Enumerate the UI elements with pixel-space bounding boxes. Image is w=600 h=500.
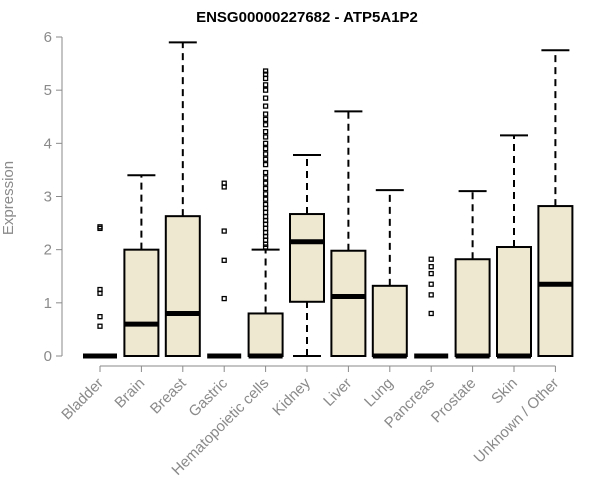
- outlier-point: [262, 145, 269, 152]
- x-tick-label: Bladder: [58, 375, 107, 424]
- box-body: [247, 312, 284, 358]
- outlier-point: [262, 225, 269, 232]
- outlier-point: [262, 111, 269, 117]
- outlier-point: [262, 128, 269, 135]
- outlier-point: [97, 224, 103, 230]
- outlier-point: [262, 241, 269, 248]
- y-tick-label: 2: [44, 242, 52, 259]
- box-brain: [123, 174, 160, 358]
- box-body: [164, 215, 201, 357]
- box-pancreas: [414, 256, 449, 359]
- outlier-point: [262, 75, 269, 82]
- box-lung: [371, 189, 408, 359]
- outlier-point: [262, 244, 269, 250]
- x-tick-label: Skin: [488, 375, 521, 408]
- x-tick-label: Lung: [361, 375, 397, 411]
- outlier-point: [262, 175, 269, 181]
- outlier-point: [262, 116, 269, 123]
- outlier-point: [428, 256, 434, 262]
- outlier-point: [262, 169, 269, 176]
- x-tick-label: Breast: [147, 374, 190, 417]
- box-liver: [330, 110, 367, 357]
- outlier-point: [262, 140, 269, 146]
- box-prostate: [454, 190, 491, 359]
- outlier-point: [262, 196, 269, 202]
- box-body: [330, 249, 367, 357]
- outlier-point: [428, 292, 434, 298]
- box-kidney: [289, 154, 325, 357]
- y-tick-label: 5: [44, 82, 52, 99]
- outlier-point: [262, 201, 269, 208]
- outlier-point: [262, 180, 269, 186]
- box-body: [123, 248, 160, 358]
- outlier-point: [97, 286, 103, 293]
- x-tick-label: Prostate: [428, 375, 480, 427]
- outlier-point: [262, 122, 269, 128]
- y-axis-label: Expression: [0, 161, 17, 235]
- x-tick-label: Liver: [320, 375, 355, 410]
- outlier-point: [262, 95, 269, 101]
- outlier-point: [262, 191, 269, 197]
- outlier-point: [262, 161, 269, 168]
- x-tick-label: Kidney: [269, 374, 314, 419]
- box-gastric: [207, 180, 242, 359]
- outlier-point: [262, 71, 269, 77]
- outlier-point: [262, 156, 269, 162]
- box-hematopoietic-cells: [247, 68, 284, 359]
- outlier-point: [97, 323, 103, 329]
- outlier-point: [262, 214, 269, 220]
- outlier-point: [262, 68, 269, 74]
- y-tick-label: 3: [44, 189, 52, 206]
- outlier-point: [221, 228, 227, 234]
- y-tick-label: 0: [44, 348, 52, 365]
- outlier-point: [262, 134, 269, 140]
- outlier-point: [262, 230, 269, 236]
- outlier-point: [221, 257, 227, 263]
- boxes-group: [83, 41, 574, 359]
- y-axis: 0 1 2 3 4 5 6: [44, 29, 63, 365]
- box-skin: [496, 134, 532, 359]
- y-tick-label: 6: [44, 29, 52, 46]
- outlier-point: [262, 103, 269, 109]
- box-body: [371, 284, 408, 358]
- outlier-point: [221, 180, 227, 186]
- box-body: [454, 258, 491, 357]
- box-body: [537, 205, 574, 357]
- box-bladder: [83, 224, 117, 359]
- y-tick-label: 4: [44, 135, 52, 152]
- box-unknown-other: [537, 49, 574, 357]
- outlier-point: [221, 295, 227, 302]
- x-tick-label: Brain: [111, 375, 148, 412]
- box-breast: [164, 41, 201, 357]
- outlier-point: [262, 185, 269, 192]
- outlier-point: [262, 209, 269, 216]
- outlier-point: [428, 281, 434, 287]
- outlier-point: [262, 87, 269, 93]
- box-body: [289, 213, 325, 303]
- outlier-point: [97, 314, 103, 320]
- outlier-point: [428, 264, 434, 270]
- outlier-point: [428, 270, 434, 277]
- y-tick-label: 1: [44, 295, 52, 312]
- outlier-point: [262, 151, 269, 157]
- outlier-point: [262, 82, 269, 88]
- chart-title: ENSG00000227682 - ATP5A1P2: [196, 9, 418, 26]
- outlier-point: [428, 310, 434, 317]
- box-body: [496, 246, 532, 357]
